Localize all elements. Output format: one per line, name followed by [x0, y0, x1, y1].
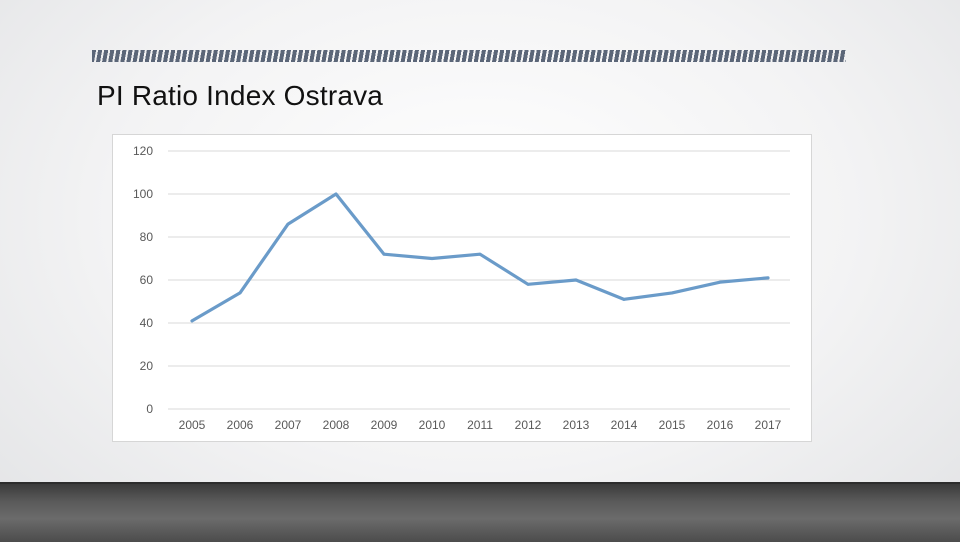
data-point — [286, 222, 290, 226]
y-tick-label: 40 — [140, 316, 154, 330]
chart-svg: 0 20 40 60 80 100 120 2005 2006 2007 2008 2009 2010 2… — [133, 144, 790, 432]
y-tick-label: 0 — [146, 402, 153, 416]
data-point — [190, 319, 194, 323]
data-point — [718, 280, 722, 284]
data-point — [238, 291, 242, 295]
data-point — [334, 192, 338, 196]
x-tick-label: 2008 — [323, 418, 350, 432]
x-tick-label: 2007 — [275, 418, 302, 432]
y-tick-label: 60 — [140, 273, 154, 287]
x-tick-label: 2012 — [515, 418, 542, 432]
data-point — [430, 257, 434, 260]
x-tick-label: 2013 — [563, 418, 590, 432]
y-tick-label: 120 — [133, 144, 153, 158]
data-point — [622, 297, 626, 301]
y-tick-label: 20 — [140, 359, 154, 373]
x-tick-label: 2016 — [707, 418, 734, 432]
data-point — [526, 282, 530, 286]
data-point — [670, 291, 674, 295]
x-tick-label: 2010 — [419, 418, 446, 432]
series-line — [190, 192, 770, 323]
y-tick-label: 80 — [140, 230, 154, 244]
y-tick-label: 100 — [133, 187, 153, 201]
x-tick-label: 2006 — [227, 418, 254, 432]
data-point — [766, 276, 770, 280]
x-tick-label: 2015 — [659, 418, 686, 432]
x-tick-label: 2011 — [467, 418, 493, 432]
x-tick-label: 2017 — [755, 418, 782, 432]
line-chart: 0 20 40 60 80 100 120 2005 2006 2007 2008 2009 2010 2… — [112, 134, 812, 442]
data-point — [478, 252, 482, 256]
x-tick-label: 2009 — [371, 418, 398, 432]
slide-title: PI Ratio Index Ostrava — [97, 80, 384, 111]
data-point — [382, 252, 386, 256]
floor-background — [0, 482, 960, 542]
data-point — [574, 278, 578, 282]
decorative-stripe-bar — [92, 50, 846, 62]
x-tick-label: 2014 — [611, 418, 638, 432]
x-tick-label: 2005 — [179, 418, 206, 432]
